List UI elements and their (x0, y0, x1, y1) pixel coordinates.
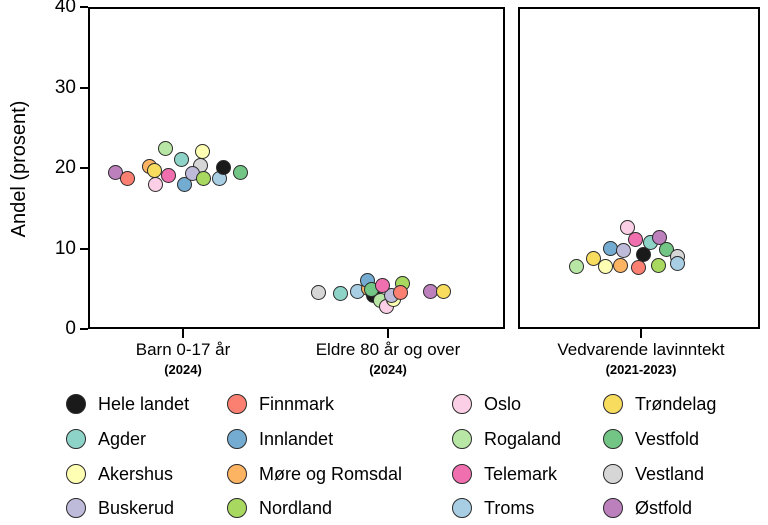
x-tick-eldre-80-år-og-over (387, 329, 389, 338)
point-barn-0-17-år-oslo (147, 176, 163, 192)
legend-label-innlandet: Innlandet (259, 429, 334, 449)
point-vedvarende-lavinntekt-østfold (651, 229, 667, 245)
legend-label-nordland: Nordland (259, 498, 333, 518)
legend-swatch-østfold (603, 498, 623, 518)
y-tick-30 (80, 86, 88, 89)
legend-label-troms: Troms (484, 498, 535, 518)
plot-panel-right (518, 7, 760, 329)
x-sublabel-vedvarende-lavinntekt: (2021-2023) (605, 362, 677, 377)
x-tick-vedvarende-lavinntekt (640, 329, 642, 338)
x-label-barn-0-17-år: Barn 0-17 år (135, 340, 231, 359)
legend-swatch-innlandet (227, 429, 247, 449)
y-tick-label-10: 10 (54, 237, 76, 259)
legend-swatch-finnmark (227, 394, 247, 414)
y-tick-label-30: 30 (54, 76, 76, 98)
point-barn-0-17-år-akershus (194, 143, 210, 159)
point-vedvarende-lavinntekt-rogaland (568, 258, 584, 274)
point-vedvarende-lavinntekt-finnmark (630, 260, 646, 276)
legend-swatch-troms (452, 498, 472, 518)
legend-label-rogaland: Rogaland (484, 429, 562, 449)
point-vedvarende-lavinntekt-møre-og-romsdal (612, 257, 628, 273)
point-barn-0-17-år-telemark (160, 167, 176, 183)
legend-swatch-buskerud (66, 498, 86, 518)
point-barn-0-17-år-finnmark (119, 170, 135, 186)
point-vedvarende-lavinntekt-nordland (650, 257, 666, 273)
y-tick-label-20: 20 (54, 157, 76, 178)
point-barn-0-17-år-trøndelag (146, 162, 162, 178)
y-tick-0 (80, 328, 88, 330)
y-axis-title: Andel (prosent) (8, 100, 30, 238)
legend-label-akershus: Akershus (98, 464, 174, 484)
legend-label-agder: Agder (98, 429, 147, 449)
x-sublabel-barn-0-17-år: (2024) (164, 362, 202, 377)
legend-swatch-oslo (452, 394, 472, 414)
point-vedvarende-lavinntekt-trøndelag (585, 251, 601, 267)
point-barn-0-17-år-innlandet (176, 177, 192, 193)
legend-label-telemark: Telemark (484, 464, 558, 484)
point-vedvarende-lavinntekt-telemark (627, 232, 643, 248)
legend-swatch-vestland (603, 464, 623, 484)
legend-label-hele-landet: Hele landet (98, 394, 190, 414)
point-vedvarende-lavinntekt-buskerud (615, 242, 631, 258)
legend-swatch-trøndelag (603, 394, 623, 414)
x-tick-barn-0-17-år (182, 329, 184, 338)
point-vedvarende-lavinntekt-akershus (597, 258, 613, 274)
y-tick-10 (80, 247, 88, 250)
point-barn-0-17-år-hele-landet (215, 159, 231, 175)
legend-swatch-telemark (452, 464, 472, 484)
point-vedvarende-lavinntekt-hele-landet (635, 246, 651, 262)
point-eldre-80-år-og-over-agder (332, 286, 348, 302)
point-barn-0-17-år-nordland (195, 170, 211, 186)
point-eldre-80-år-og-over-finnmark (392, 285, 408, 301)
point-eldre-80-år-og-over-vestland (310, 285, 326, 301)
legend-swatch-hele-landet (66, 394, 86, 414)
legend-swatch-vestfold (603, 429, 623, 449)
legend-label-finnmark: Finnmark (259, 394, 335, 414)
y-tick-label-40: 40 (54, 0, 76, 17)
y-tick-label-0: 0 (65, 318, 76, 339)
legend-label-trøndelag: Trøndelag (635, 394, 717, 414)
y-tick-40 (80, 6, 88, 8)
legend-swatch-møre-og-romsdal (227, 464, 247, 484)
point-barn-0-17-år-agder (173, 152, 189, 168)
point-vedvarende-lavinntekt-oslo (619, 220, 635, 236)
point-eldre-80-år-og-over-trøndelag (435, 284, 451, 300)
point-barn-0-17-år-rogaland (157, 141, 173, 157)
x-sublabel-eldre-80-år-og-over: (2024) (369, 362, 407, 377)
point-barn-0-17-år-vestfold (232, 164, 248, 180)
legend-label-oslo: Oslo (484, 394, 522, 414)
x-label-eldre-80-år-og-over: Eldre 80 år og over (315, 340, 461, 359)
point-eldre-80-år-og-over-telemark (374, 278, 390, 294)
legend-swatch-akershus (66, 464, 86, 484)
legend-label-buskerud: Buskerud (98, 498, 175, 518)
y-tick-20 (80, 167, 88, 169)
legend-label-møre-og-romsdal: Møre og Romsdal (259, 464, 403, 484)
point-vedvarende-lavinntekt-troms (669, 256, 685, 272)
legend-label-østfold: Østfold (635, 498, 693, 518)
legend-swatch-rogaland (452, 429, 472, 449)
legend-swatch-nordland (227, 498, 247, 518)
legend-label-vestland: Vestland (635, 464, 705, 484)
x-label-vedvarende-lavinntekt: Vedvarende lavinntekt (557, 340, 725, 359)
legend-label-vestfold: Vestfold (635, 429, 700, 449)
legend-swatch-agder (66, 429, 86, 449)
